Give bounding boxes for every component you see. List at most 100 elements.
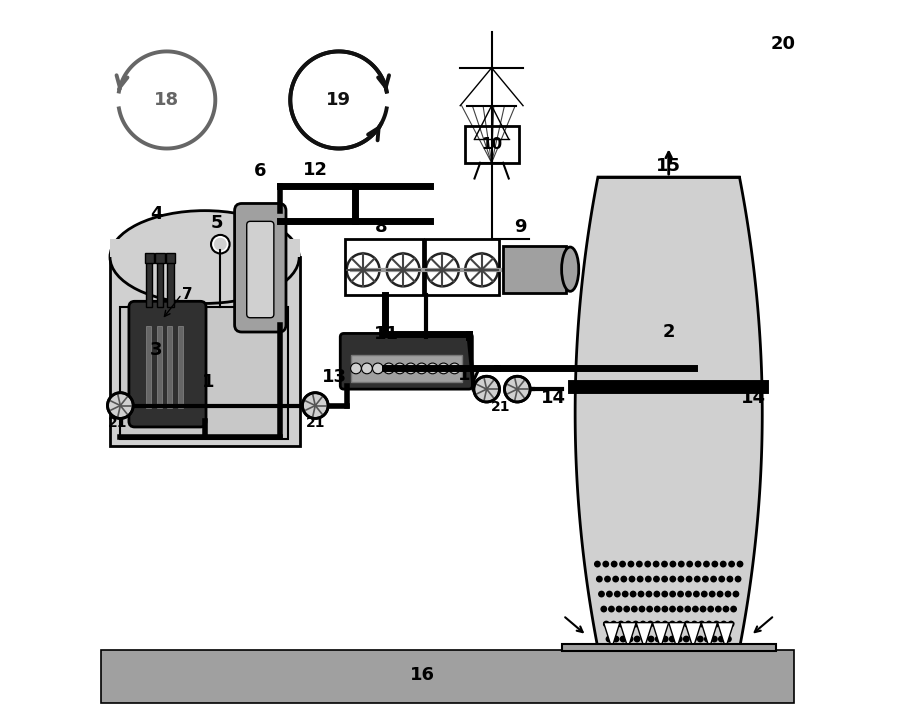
Circle shape — [734, 591, 739, 597]
Text: 3: 3 — [150, 341, 163, 359]
Circle shape — [708, 606, 714, 612]
Circle shape — [629, 576, 634, 582]
Circle shape — [663, 636, 668, 642]
Circle shape — [504, 376, 530, 402]
Circle shape — [719, 636, 724, 642]
Bar — [146, 326, 151, 408]
Circle shape — [694, 576, 700, 582]
Bar — [345, 239, 423, 295]
Circle shape — [725, 636, 731, 642]
Circle shape — [654, 561, 659, 567]
Circle shape — [599, 591, 604, 597]
Circle shape — [606, 636, 612, 642]
Bar — [101, 650, 794, 703]
Circle shape — [711, 576, 716, 582]
Circle shape — [603, 561, 608, 567]
Circle shape — [691, 636, 696, 642]
FancyBboxPatch shape — [340, 333, 473, 389]
Circle shape — [703, 576, 708, 582]
Circle shape — [647, 606, 653, 612]
Circle shape — [596, 576, 602, 582]
Circle shape — [684, 621, 690, 627]
Circle shape — [692, 621, 697, 627]
Text: 17: 17 — [458, 366, 483, 384]
Text: 12: 12 — [303, 161, 328, 179]
Circle shape — [662, 591, 667, 597]
Bar — [110, 257, 300, 446]
Circle shape — [702, 591, 707, 597]
Polygon shape — [717, 623, 734, 648]
Circle shape — [640, 621, 645, 627]
Circle shape — [633, 621, 638, 627]
Text: 15: 15 — [656, 156, 681, 175]
Text: 9: 9 — [514, 218, 526, 236]
Circle shape — [693, 606, 698, 612]
Bar — [156, 326, 162, 408]
Circle shape — [695, 561, 701, 567]
Circle shape — [677, 621, 683, 627]
Bar — [425, 239, 499, 295]
Circle shape — [737, 561, 743, 567]
Text: 1: 1 — [202, 373, 215, 391]
Circle shape — [609, 606, 614, 612]
Circle shape — [612, 561, 617, 567]
Text: 6: 6 — [254, 162, 266, 181]
Bar — [562, 644, 775, 651]
Circle shape — [684, 636, 689, 642]
FancyBboxPatch shape — [129, 301, 206, 427]
Text: 13: 13 — [322, 368, 347, 386]
Text: 21: 21 — [305, 416, 325, 430]
Circle shape — [729, 561, 734, 567]
Circle shape — [686, 576, 692, 582]
Circle shape — [214, 238, 226, 251]
Bar — [155, 253, 165, 263]
Circle shape — [654, 576, 659, 582]
Circle shape — [715, 606, 721, 612]
Circle shape — [634, 636, 640, 642]
Bar — [503, 246, 566, 293]
Circle shape — [211, 235, 230, 253]
Bar — [465, 126, 519, 163]
Text: 14: 14 — [541, 389, 565, 408]
Circle shape — [685, 606, 691, 612]
Text: 21: 21 — [491, 400, 511, 414]
Circle shape — [611, 621, 616, 627]
Circle shape — [620, 561, 625, 567]
Circle shape — [604, 576, 610, 582]
Circle shape — [625, 621, 631, 627]
Text: 18: 18 — [155, 91, 179, 109]
Circle shape — [725, 591, 731, 597]
Circle shape — [687, 561, 693, 567]
Circle shape — [699, 621, 704, 627]
Circle shape — [676, 636, 682, 642]
Circle shape — [620, 636, 625, 642]
Circle shape — [618, 621, 624, 627]
Circle shape — [719, 576, 724, 582]
Circle shape — [655, 636, 661, 642]
Circle shape — [712, 561, 717, 567]
Text: 2: 2 — [663, 323, 675, 341]
Polygon shape — [701, 623, 717, 648]
Polygon shape — [685, 623, 701, 648]
Circle shape — [731, 606, 736, 612]
Circle shape — [627, 636, 633, 642]
Bar — [120, 307, 288, 439]
Circle shape — [678, 591, 684, 597]
Text: 21: 21 — [108, 416, 127, 430]
Circle shape — [721, 621, 726, 627]
Circle shape — [700, 606, 705, 612]
Circle shape — [645, 576, 651, 582]
Circle shape — [655, 621, 661, 627]
Polygon shape — [604, 623, 620, 648]
Circle shape — [670, 561, 675, 567]
Circle shape — [735, 576, 741, 582]
Circle shape — [616, 606, 622, 612]
Circle shape — [631, 591, 635, 597]
Circle shape — [416, 363, 427, 374]
Circle shape — [670, 606, 675, 612]
Text: 20: 20 — [771, 35, 795, 54]
Circle shape — [405, 363, 416, 374]
Circle shape — [648, 636, 654, 642]
Circle shape — [642, 636, 647, 642]
Circle shape — [623, 591, 628, 597]
